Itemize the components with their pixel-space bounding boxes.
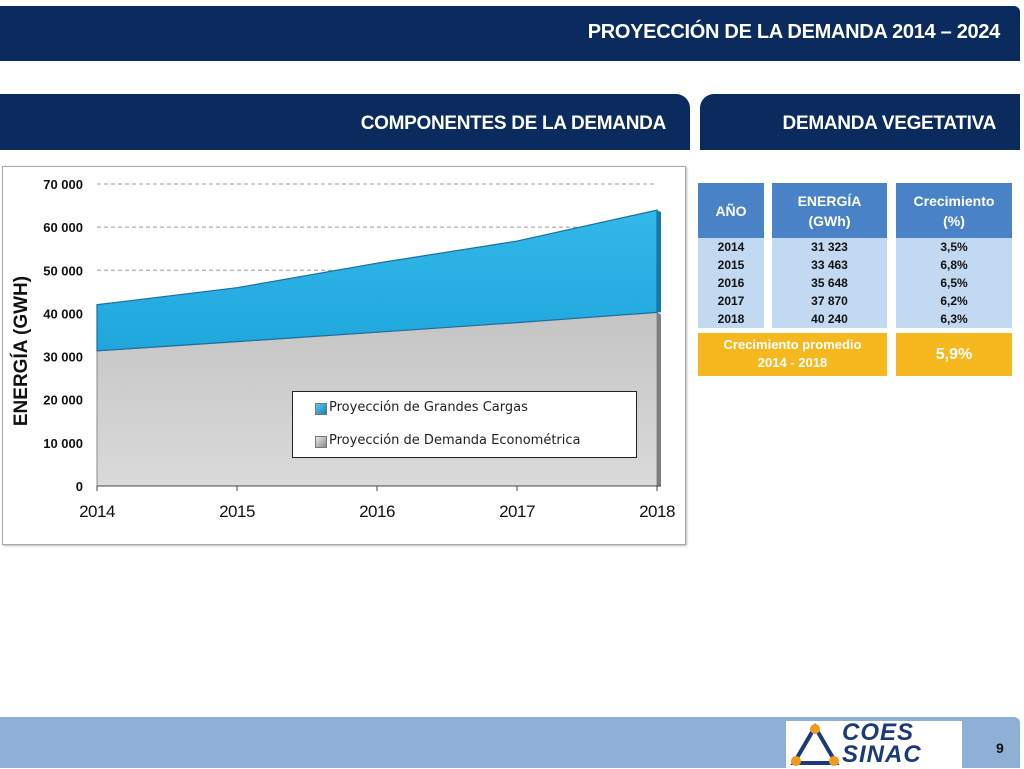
table-cell-energy: 35 648	[811, 276, 848, 290]
page-title: PROYECCIÓN DE LA DEMANDA 2014 – 2024	[587, 21, 1001, 43]
table-cell-year: 2018	[717, 312, 745, 326]
table-header-growth-line1: Crecimiento	[913, 192, 995, 209]
table-header-year-label: AÑO	[715, 202, 747, 219]
section-title-components: COMPONENTES DE LA DEMANDA	[360, 113, 667, 134]
x-tick-label: 2018	[639, 502, 675, 521]
table-header-energy: ENERGÍA (GWh)	[772, 183, 887, 238]
table-header-energy-line2: (GWh)	[808, 212, 851, 229]
y-axis-label: ENERGÍA (GWH)	[11, 275, 32, 427]
x-tick-label: 2015	[219, 502, 255, 521]
table-column-years: 2014 2015 2016 2017 2018	[698, 238, 764, 328]
table-cell-energy: 40 240	[811, 312, 848, 326]
y-tick-label: 0	[76, 479, 83, 494]
table-cell-energy: 33 463	[811, 258, 848, 272]
y-tick-label: 70 000	[43, 177, 83, 192]
table-header-year: AÑO	[698, 183, 764, 238]
section-header-components: COMPONENTES DE LA DEMANDA	[0, 94, 690, 150]
x-tick-label: 2017	[499, 502, 535, 521]
table-cell-growth: 3,5%	[940, 240, 968, 254]
logo-text-coes: COES	[842, 719, 915, 746]
y-tick-label: 10 000	[43, 436, 83, 451]
area-chart: 0 10 000 20 000 30 000 40 000 50 000 60 000 70 …	[43, 177, 675, 521]
title-bar: PROYECCIÓN DE LA DEMANDA 2014 – 2024	[0, 6, 1020, 61]
legend-swatch-econometrica	[315, 436, 327, 448]
legend-item-econometrica: Proyección de Demanda Econométrica	[315, 432, 581, 450]
area-edge-grandes-cargas	[657, 210, 661, 313]
legend-item-grandes-cargas: Proyección de Grandes Cargas	[315, 399, 528, 417]
table-header-energy-line1: ENERGÍA	[797, 192, 862, 209]
table-cell-year: 2016	[717, 276, 745, 290]
legend-label-econometrica: Proyección de Demanda Econométrica	[329, 433, 581, 448]
table-cell-energy: 37 870	[811, 294, 848, 308]
y-tick-label: 20 000	[43, 393, 83, 408]
y-tick-label: 40 000	[43, 306, 83, 321]
average-growth-value: 5,9%	[896, 333, 1012, 376]
table-cell-growth: 6,8%	[940, 258, 968, 272]
table-cell-growth: 6,2%	[940, 294, 968, 308]
y-tick-label: 50 000	[43, 263, 83, 278]
average-growth-label-line1: Crecimiento promedio	[723, 337, 862, 352]
table-column-growth: 3,5% 6,8% 6,5% 6,2% 6,3%	[896, 238, 1012, 328]
page-number: 9	[996, 740, 1004, 756]
y-tick-label: 60 000	[43, 220, 83, 235]
legend-label-grandes-cargas: Proyección de Grandes Cargas	[329, 400, 528, 415]
coes-sinac-logo: COES SINAC	[786, 719, 962, 768]
table-cell-growth: 6,5%	[940, 276, 968, 290]
table-cell-year: 2015	[717, 258, 745, 272]
table-header-growth-line2: (%)	[943, 212, 965, 229]
section-title-vegetative: DEMANDA VEGETATIVA	[782, 113, 997, 134]
x-tick-label: 2014	[79, 502, 115, 521]
table-cell-year: 2017	[717, 294, 745, 308]
table-header-growth: Crecimiento (%)	[896, 183, 1012, 238]
legend-swatch-grandes-cargas	[315, 403, 327, 415]
average-growth-label-line2: 2014 - 2018	[757, 355, 828, 370]
table-cell-energy: 31 323	[811, 240, 848, 254]
y-tick-label: 30 000	[43, 350, 83, 365]
x-tick-label: 2016	[359, 502, 395, 521]
logo-text-sinac: SINAC	[842, 741, 922, 768]
section-header-vegetative: DEMANDA VEGETATIVA	[700, 94, 1020, 150]
average-growth-label: Crecimiento promedio 2014 - 2018	[698, 333, 887, 376]
logo-triangle-icon	[790, 723, 840, 766]
chart-legend: Proyección de Grandes Cargas Proyección …	[292, 391, 637, 458]
table-cell-growth: 6,3%	[940, 312, 968, 326]
area-edge-econometrica	[657, 312, 661, 486]
table-cell-year: 2014	[717, 240, 745, 254]
table-column-energy: 31 323 33 463 35 648 37 870 40 240	[772, 238, 887, 328]
